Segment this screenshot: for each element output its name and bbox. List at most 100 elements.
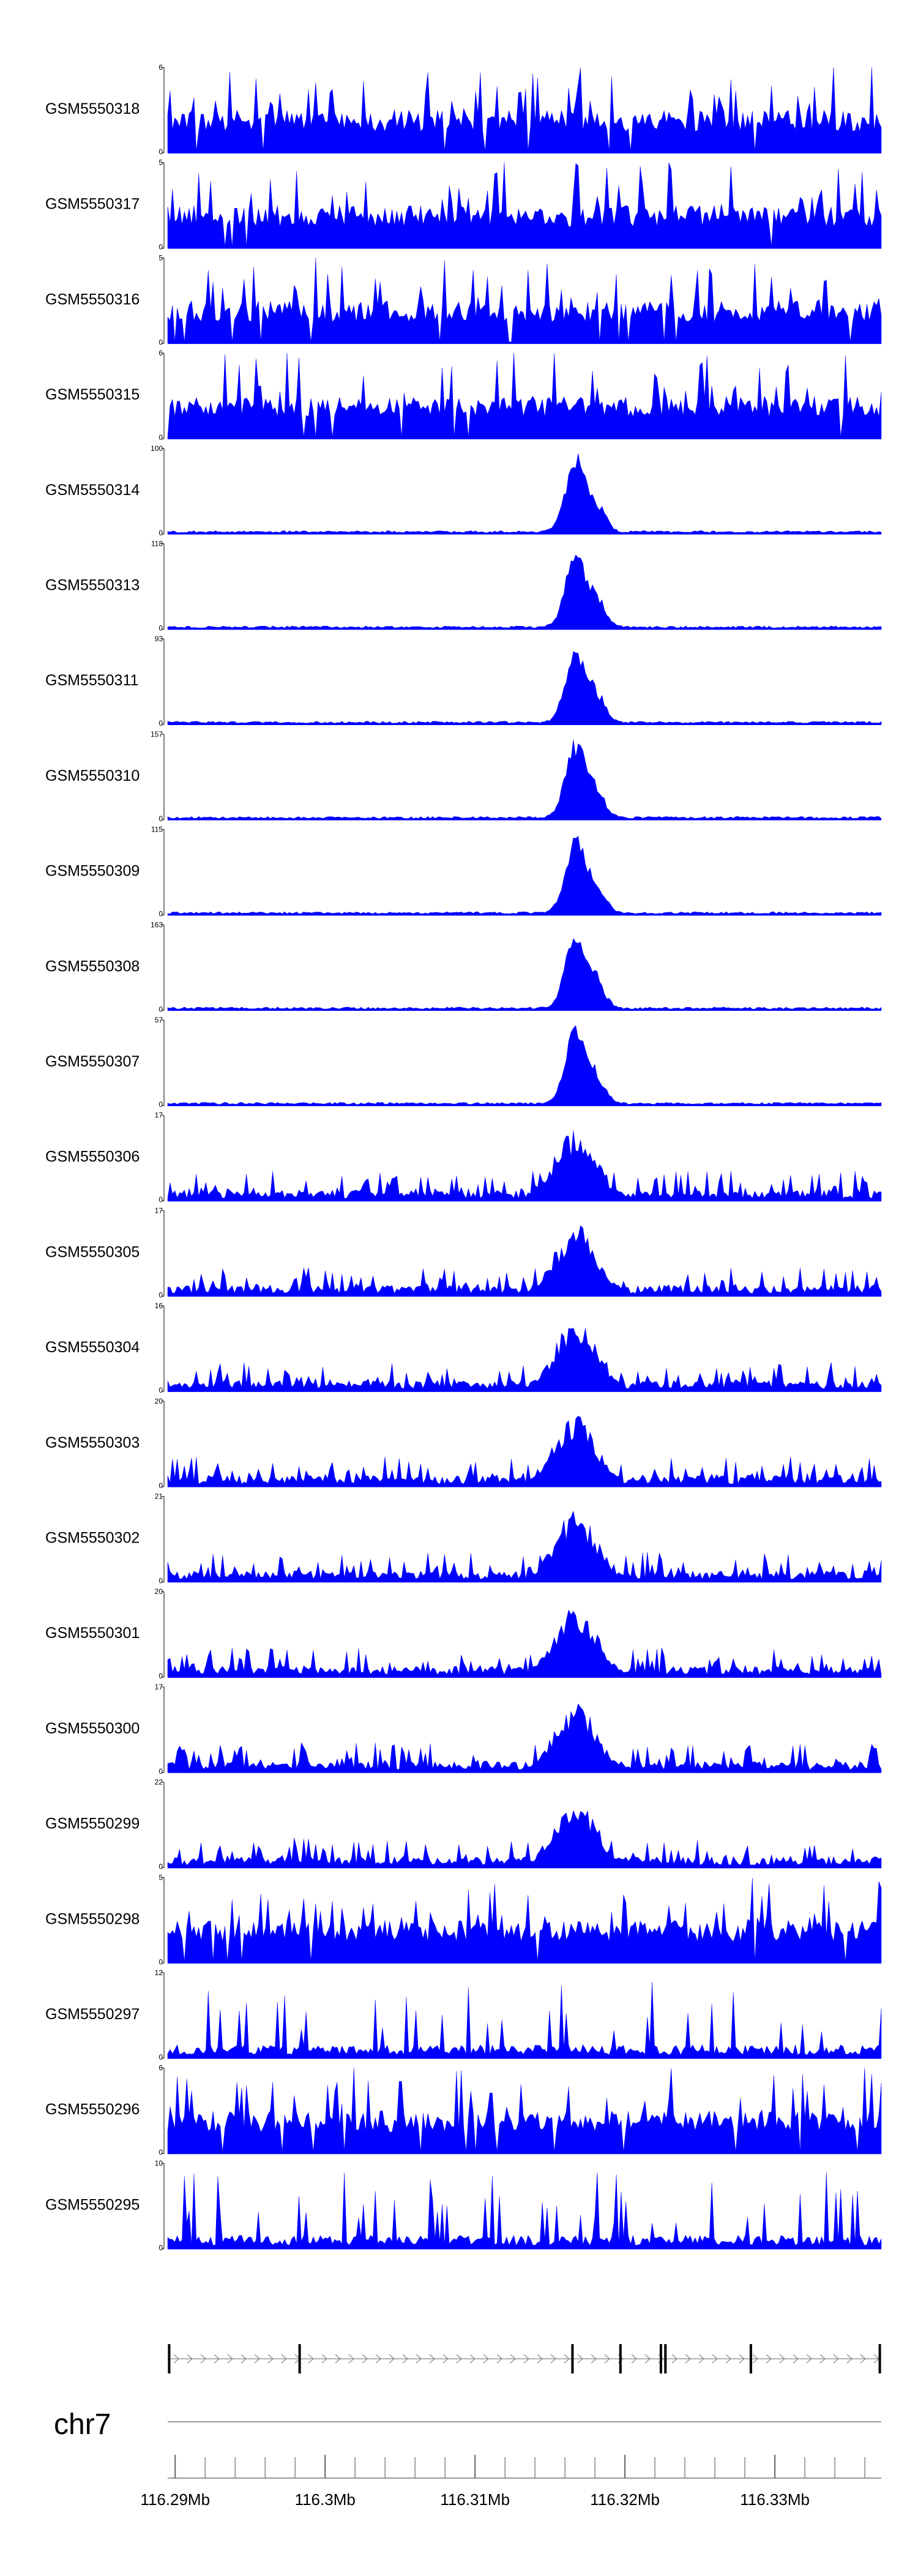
strand-arrow-icon [833,2354,839,2364]
strand-arrow-icon [698,2354,704,2364]
coverage-area [167,67,882,154]
coverage-area [167,258,882,344]
exon-mark [878,2344,881,2373]
strand-arrow-icon [631,2354,637,2364]
strand-arrow-icon [389,2354,395,2364]
exon-mark [619,2344,622,2373]
x-tick-label: 116.31Mb [440,2490,510,2509]
y-min-tick-label: 0 [159,1005,163,1013]
strand-arrow-icon [644,2354,651,2364]
track-label: GSM5550301 [45,1625,140,1642]
track-label: GSM5550308 [45,958,140,975]
track-label: GSM5550313 [45,577,140,594]
track-label: GSM5550304 [45,1339,140,1356]
y-max-tick-label: 100 [151,444,163,453]
y-min-tick-label: 0 [159,1672,163,1680]
track-label: GSM5550316 [45,291,140,308]
exon-mark [659,2344,662,2373]
strand-arrow-icon [537,2354,543,2364]
coverage-area [167,1415,882,1487]
y-min-tick-label: 0 [159,2148,163,2157]
strand-arrow-icon [402,2354,408,2364]
strand-arrow-icon [550,2354,556,2364]
y-min-tick-label: 0 [159,1577,163,1585]
coverage-area [167,1130,882,1201]
x-tick-label: 116.29Mb [140,2490,210,2509]
strand-arrow-icon [267,2354,274,2364]
strand-arrow-icon [671,2354,677,2364]
y-max-tick-label: 16 [155,1301,163,1310]
strand-arrow-icon [442,2354,449,2364]
strand-arrow-icon [846,2354,853,2364]
strand-arrow-icon [793,2354,799,2364]
strand-arrow-icon [510,2354,516,2364]
y-max-tick-label: 17 [155,1111,163,1120]
y-max-tick-label: 17 [155,1683,163,1691]
exon-mark [571,2344,574,2373]
genome-axis: chr7 116.29Mb 116.3Mb 116.31Mb 116.32Mb 116.… [54,2408,881,2509]
x-tick-label: 116.3Mb [295,2490,356,2509]
track-GSM5550305: GSM5550305 17 0 [45,1206,882,1299]
y-max-tick-label: 21 [155,1492,163,1501]
track-GSM5550318: GSM5550318 6 0 [45,63,882,156]
track-label: GSM5550296 [45,2101,140,2118]
y-min-tick-label: 0 [159,2053,163,2061]
y-max-tick-label: 57 [155,1016,163,1024]
strand-arrow-icon [860,2354,866,2364]
y-max-tick-label: 5 [159,158,163,167]
strand-arrow-icon [806,2354,812,2364]
x-tick-label: 116.32Mb [590,2490,660,2509]
y-min-tick-label: 0 [159,1481,163,1490]
strand-arrow-icon [739,2354,745,2364]
x-tick-label: 116.33Mb [740,2490,810,2509]
y-min-tick-label: 0 [159,1957,163,1966]
exon-mark [168,2344,171,2373]
y-min-tick-label: 0 [159,529,163,537]
y-min-tick-label: 0 [159,1196,163,1204]
coverage-area [167,1609,882,1678]
track-GSM5550299: GSM5550299 22 0 [45,1778,882,1871]
y-min-tick-label: 0 [159,910,163,918]
y-min-tick-label: 0 [159,1863,163,1871]
coverage-area [167,1810,882,1868]
exon-mark [664,2344,667,2373]
y-max-tick-label: 6 [159,63,163,72]
coverage-area [167,739,882,821]
coverage-area [167,938,882,1011]
strand-arrow-icon [429,2354,435,2364]
y-min-tick-label: 0 [159,338,163,346]
strand-arrow-icon [496,2354,502,2364]
coverage-area [167,1703,882,1773]
y-max-tick-label: 5 [159,253,163,262]
y-min-tick-label: 0 [159,1290,163,1299]
coverage-area [167,1225,882,1297]
coverage-area [167,554,882,630]
track-GSM5550315: GSM5550315 6 0 [45,349,882,442]
strand-arrow-icon [712,2354,718,2364]
track-label: GSM5550306 [45,1148,140,1166]
y-max-tick-label: 5 [159,1873,163,1882]
strand-arrow-icon [173,2354,179,2364]
track-label: GSM5550300 [45,1720,140,1737]
strand-arrow-icon [335,2354,341,2364]
coverage-area [167,2068,882,2154]
y-max-tick-label: 6 [159,349,163,357]
coverage-area [167,353,882,439]
y-max-tick-label: 22 [155,1778,163,1787]
track-GSM5550302: GSM5550302 21 0 [45,1492,882,1585]
strand-arrow-icon [416,2354,422,2364]
coverage-area [167,651,882,725]
strand-arrow-icon [752,2354,758,2364]
strand-arrow-icon [308,2354,314,2364]
track-GSM5550307: GSM5550307 57 0 [45,1016,882,1109]
y-max-tick-label: 10 [155,2159,163,2167]
track-label: GSM5550302 [45,1530,140,1547]
track-GSM5550304: GSM5550304 16 0 [45,1301,882,1394]
coverage-area [167,1878,882,1964]
track-label: GSM5550317 [45,196,140,213]
strand-arrow-icon [564,2354,570,2364]
strand-arrow-icon [241,2354,247,2364]
coverage-area [167,1025,882,1106]
track-label: GSM5550295 [45,2196,140,2213]
y-min-tick-label: 0 [159,814,163,823]
